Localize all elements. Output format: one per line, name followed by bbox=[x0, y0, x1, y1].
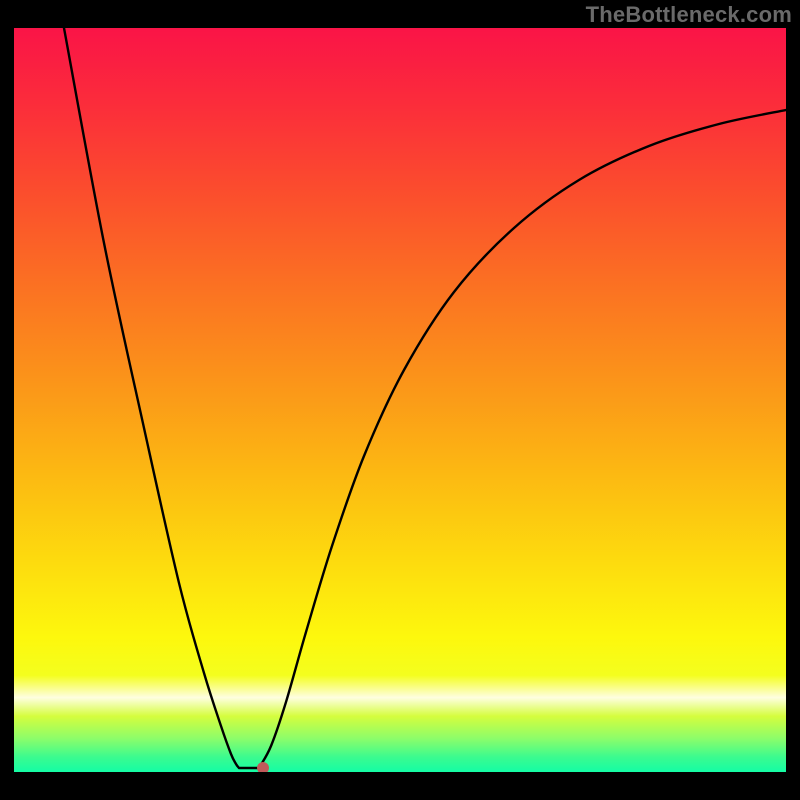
chart-svg bbox=[14, 28, 786, 772]
frame-bottom bbox=[0, 772, 800, 800]
watermark-text: TheBottleneck.com bbox=[586, 2, 792, 28]
frame-left bbox=[0, 0, 14, 800]
plot-area bbox=[14, 28, 786, 772]
frame-right bbox=[786, 0, 800, 800]
gradient-background bbox=[14, 28, 786, 772]
